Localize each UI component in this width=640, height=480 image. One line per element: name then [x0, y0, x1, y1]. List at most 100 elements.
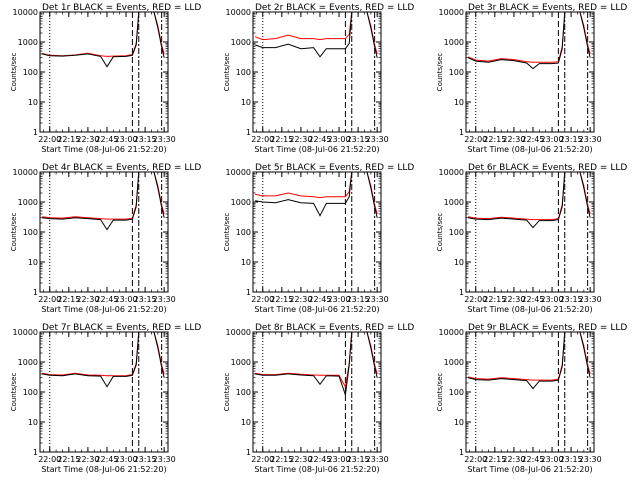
x-tick-label: 23:00 [115, 135, 138, 144]
plot-frame [252, 171, 382, 293]
chart-panel-5: 1 10 100 1000 10000 22:0022:1522:3022:4523:00… [223, 163, 414, 314]
x-tick-label: 23:15 [134, 455, 157, 464]
x-tick-label: 22:30 [502, 135, 525, 144]
series-line-lld [467, 332, 591, 381]
x-tick-label: 22:45 [521, 455, 544, 464]
x-tick-label: 22:30 [502, 455, 525, 464]
x-axis-label: Start Time (08-Jul-06 21:52:20) [254, 465, 379, 474]
series-line-events [255, 332, 378, 396]
y-tick-label: 1 [246, 448, 251, 457]
x-tick-label: 23:30 [153, 455, 176, 464]
y-tick-label: 100 [236, 228, 251, 237]
x-tick-label: 23:00 [115, 295, 138, 304]
x-axis-label: Start Time (08-Jul-06 21:52:20) [467, 305, 592, 314]
y-tick-label: 1000 [444, 358, 464, 367]
x-tick-label: 23:30 [366, 455, 389, 464]
x-tick-label: 22:45 [521, 295, 544, 304]
x-tick-label: 22:15 [270, 135, 293, 144]
y-axis-label: Counts/sec [10, 213, 18, 252]
x-tick-label: 22:45 [95, 455, 118, 464]
y-tick-label: 100 [23, 68, 38, 77]
y-tick-label: 100 [449, 68, 464, 77]
y-tick-label: 1000 [231, 358, 251, 367]
x-axis-label: Start Time (08-Jul-06 21:52:20) [467, 465, 592, 474]
x-axis-label: Start Time (08-Jul-06 21:52:20) [41, 145, 166, 154]
y-tick-label: 10000 [226, 328, 251, 337]
x-tick-label: 23:15 [347, 135, 370, 144]
x-tick-label: 23:30 [579, 455, 602, 464]
x-tick-label: 22:45 [308, 295, 331, 304]
plot-frame [39, 11, 169, 133]
x-tick-label: 22:00 [251, 135, 274, 144]
y-tick-label: 1 [33, 128, 38, 137]
x-tick-label: 22:00 [464, 135, 487, 144]
x-tick-label: 22:15 [270, 295, 293, 304]
x-tick-label: 22:00 [464, 295, 487, 304]
y-tick-label: 1 [459, 288, 464, 297]
y-tick-label: 1000 [18, 358, 38, 367]
series-line-lld [468, 172, 591, 221]
y-tick-label: 1000 [444, 38, 464, 47]
series-line-events [41, 12, 165, 68]
y-tick-label: 1 [459, 448, 464, 457]
x-tick-label: 23:00 [541, 295, 564, 304]
x-tick-label: 22:15 [483, 455, 506, 464]
y-tick-label: 1 [33, 448, 38, 457]
y-tick-label: 10000 [439, 328, 464, 337]
plot-frame [465, 331, 595, 453]
y-tick-label: 10000 [439, 168, 464, 177]
y-tick-label: 1000 [18, 38, 38, 47]
y-axis-label: Counts/sec [223, 213, 231, 252]
x-tick-label: 22:30 [76, 135, 99, 144]
series-line-events [255, 172, 378, 218]
x-tick-label: 23:15 [347, 295, 370, 304]
y-tick-label: 10 [28, 258, 38, 267]
x-tick-label: 22:00 [38, 135, 61, 144]
x-tick-label: 23:15 [560, 295, 583, 304]
chart-panel-1: 1 10 100 1000 10000 22:0022:1522:3022:4523:00… [10, 3, 201, 154]
x-tick-label: 22:45 [308, 135, 331, 144]
chart-title: Det 9r BLACK = Events, RED = LLD [468, 323, 627, 333]
chart-panel-6: 1 10 100 1000 10000 22:0022:1522:3022:4523:00… [436, 163, 627, 314]
x-tick-label: 22:45 [95, 135, 118, 144]
y-tick-label: 1000 [18, 198, 38, 207]
plot-frame [465, 171, 595, 293]
y-tick-label: 1000 [231, 38, 251, 47]
y-tick-label: 10 [454, 418, 464, 427]
y-tick-label: 1000 [444, 198, 464, 207]
series-line-lld [41, 12, 165, 57]
y-axis-label: Counts/sec [10, 373, 18, 412]
y-tick-label: 1 [246, 128, 251, 137]
y-tick-label: 10 [241, 418, 251, 427]
y-tick-label: 100 [449, 388, 464, 397]
y-axis-label: Counts/sec [223, 373, 231, 412]
x-tick-label: 22:15 [483, 135, 506, 144]
y-axis-label: Counts/sec [223, 53, 231, 92]
chart-title: Det 8r BLACK = Events, RED = LLD [255, 323, 414, 333]
y-tick-label: 1 [459, 128, 464, 137]
x-tick-label: 23:00 [541, 135, 564, 144]
series-line-events [467, 332, 591, 390]
series-line-lld [42, 172, 165, 220]
x-tick-label: 23:30 [366, 295, 389, 304]
plot-frame [252, 331, 382, 453]
series-line-lld [467, 12, 591, 63]
chart-panel-7: 1 10 100 1000 10000 22:0022:1522:3022:4523:00… [10, 323, 201, 474]
x-tick-label: 23:00 [541, 455, 564, 464]
x-tick-label: 23:30 [366, 135, 389, 144]
x-axis-label: Start Time (08-Jul-06 21:52:20) [41, 305, 166, 314]
x-tick-label: 23:00 [115, 455, 138, 464]
x-tick-label: 22:00 [464, 455, 487, 464]
series-line-events [42, 332, 165, 388]
y-tick-label: 1000 [231, 198, 251, 207]
y-axis-label: Counts/sec [10, 53, 18, 92]
x-tick-label: 23:30 [579, 295, 602, 304]
y-tick-label: 10000 [226, 8, 251, 17]
chart-panel-2: 1 10 100 1000 10000 22:0022:1522:3022:4523:00… [223, 3, 414, 154]
chart-panel-4: 1 10 100 1000 10000 22:0022:1522:3022:4523:00… [10, 163, 201, 314]
y-axis-label: Counts/sec [436, 213, 444, 252]
x-tick-label: 23:15 [134, 295, 157, 304]
y-tick-label: 10 [28, 418, 38, 427]
x-axis-label: Start Time (08-Jul-06 21:52:20) [41, 465, 166, 474]
x-tick-label: 22:45 [95, 295, 118, 304]
